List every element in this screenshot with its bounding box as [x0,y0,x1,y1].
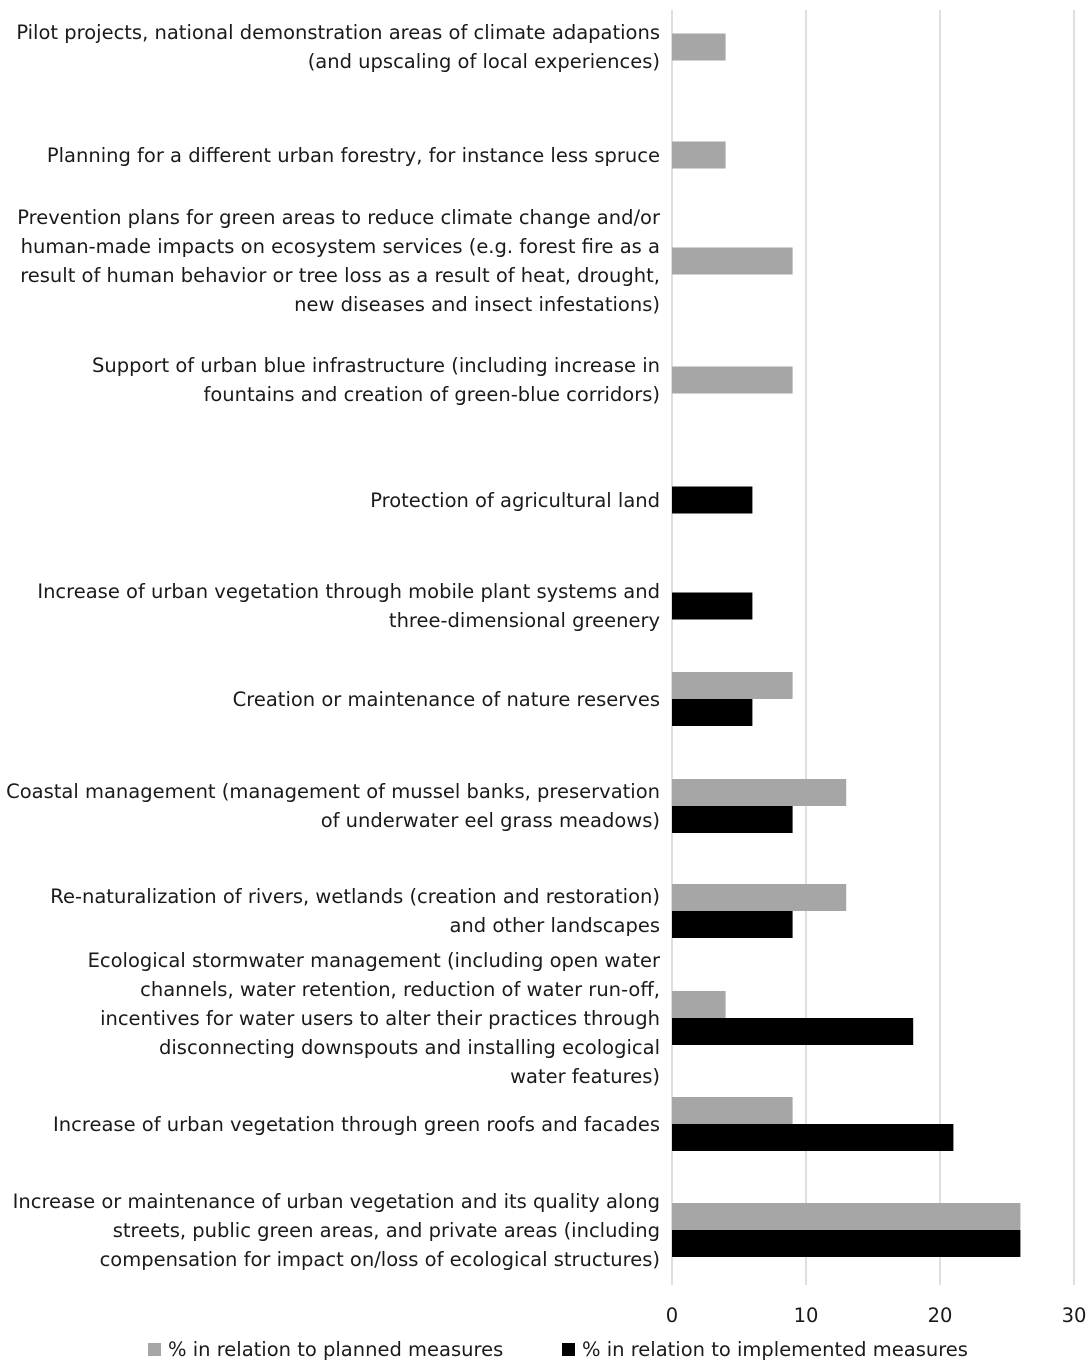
bar-implemented [672,486,753,514]
bar-planned [672,672,793,699]
category-label: Coastal management (management of mussel… [6,780,660,832]
legend: % in relation to planned measures % in r… [0,1338,1090,1364]
category-label: Support of urban blue infrastructure (in… [92,354,660,406]
bar-implemented [672,1230,1021,1257]
legend-label-planned: % in relation to planned measures [168,1338,504,1361]
bar-implemented [672,699,753,726]
bar-planned [672,33,726,61]
bar-planned [672,247,793,275]
bar-chart: 0 10 20 30 [666,10,1087,1327]
x-tick-labels: 0 10 20 30 [666,1304,1087,1327]
category-label: Planning for a different urban forestry,… [46,143,660,167]
category-label: Increase of urban vegetation through mob… [37,580,660,632]
bar-planned [672,991,726,1018]
bar-planned [672,1203,1021,1230]
category-label: Prevention plans for green areas to redu… [17,206,660,316]
x-tick-label: 30 [1062,1304,1087,1327]
gridlines [671,10,1075,1285]
legend-item-implemented: % in relation to implemented measures [562,1338,968,1361]
category-label: Re-naturalization of rivers, wetlands (c… [50,885,660,937]
category-label: Creation or maintenance of nature reserv… [232,687,660,711]
category-label: Protection of agricultural land [370,488,660,512]
bars [672,33,1021,1257]
bar-implemented [672,592,753,620]
legend-label-implemented: % in relation to implemented measures [582,1338,968,1361]
bar-planned [672,141,726,169]
bar-planned [672,366,793,394]
category-label: Increase or maintenance of urban vegetat… [12,1189,660,1271]
bar-planned [672,779,847,806]
x-tick-label: 0 [666,1304,678,1327]
bar-planned [672,1097,793,1124]
category-label: Ecological stormwater management (includ… [87,948,660,1088]
bar-implemented [672,1124,954,1151]
bar-implemented [672,806,793,833]
x-tick-label: 10 [794,1304,819,1327]
bar-implemented [672,911,793,938]
bar-implemented [672,1018,914,1045]
legend-swatch-planned [148,1343,161,1356]
bar-planned [672,884,847,911]
x-tick-label: 20 [928,1304,953,1327]
legend-swatch-implemented [562,1343,575,1356]
category-label: Increase of urban vegetation through gre… [53,1112,660,1136]
category-label: Pilot projects, national demonstration a… [16,21,660,73]
legend-item-planned: % in relation to planned measures [148,1338,503,1361]
